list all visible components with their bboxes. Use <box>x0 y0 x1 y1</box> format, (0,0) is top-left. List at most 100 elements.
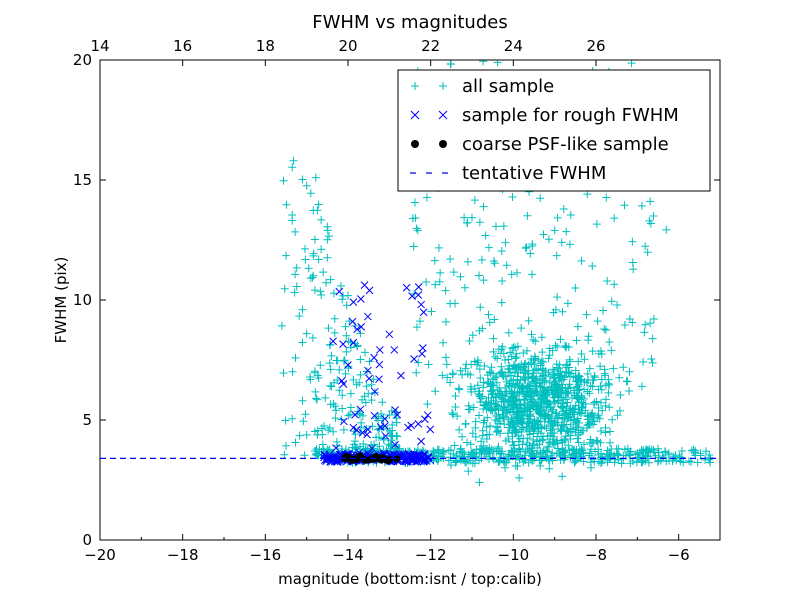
point-all-sample <box>325 445 334 454</box>
point-all-sample <box>610 280 619 289</box>
point-all-sample <box>479 418 488 427</box>
point-all-sample <box>648 358 657 367</box>
point-all-sample <box>442 360 451 369</box>
point-all-sample <box>496 449 505 458</box>
point-all-sample <box>367 396 376 405</box>
point-all-sample <box>510 446 519 455</box>
point-rough-fwhm <box>370 353 378 362</box>
point-all-sample <box>577 426 586 435</box>
point-all-sample <box>564 441 573 450</box>
point-all-sample <box>558 420 567 429</box>
point-all-sample <box>613 411 622 420</box>
point-all-sample <box>646 219 655 228</box>
point-all-sample <box>520 375 529 384</box>
point-all-sample <box>279 368 288 377</box>
point-all-sample <box>524 316 533 325</box>
point-all-sample <box>279 176 288 185</box>
legend-marker-circle <box>439 140 447 148</box>
point-all-sample <box>495 457 504 466</box>
point-all-sample <box>356 355 365 364</box>
point-psf-like <box>386 455 394 463</box>
x-tick-label: −14 <box>332 546 364 564</box>
point-all-sample <box>648 334 657 343</box>
point-all-sample <box>546 372 555 381</box>
point-all-sample <box>633 449 642 458</box>
point-all-sample <box>330 314 339 323</box>
legend-marker-x <box>410 110 420 120</box>
point-all-sample <box>527 330 536 339</box>
point-rough-fwhm <box>408 292 416 301</box>
point-all-sample <box>446 60 455 68</box>
point-all-sample <box>531 337 540 346</box>
point-all-sample <box>565 357 574 366</box>
point-all-sample <box>377 410 386 418</box>
point-all-sample <box>519 414 528 423</box>
point-all-sample <box>607 297 616 306</box>
point-all-sample <box>572 423 581 432</box>
point-all-sample <box>643 248 652 257</box>
point-all-sample <box>282 200 291 209</box>
point-all-sample <box>477 394 486 403</box>
point-all-sample <box>526 388 535 397</box>
point-all-sample <box>431 280 440 289</box>
point-all-sample <box>298 305 307 314</box>
point-all-sample <box>570 391 579 400</box>
legend-label: tentative FWHM <box>462 163 606 184</box>
point-rough-fwhm <box>351 410 359 419</box>
point-all-sample <box>372 414 381 423</box>
point-all-sample <box>685 457 693 466</box>
point-all-sample <box>576 409 585 418</box>
point-rough-fwhm <box>390 346 399 354</box>
point-all-sample <box>456 366 465 375</box>
point-all-sample <box>339 356 348 365</box>
point-all-sample <box>598 455 607 464</box>
point-all-sample <box>456 447 465 456</box>
point-all-sample <box>595 414 604 423</box>
point-all-sample <box>584 420 593 429</box>
point-all-sample <box>291 438 300 447</box>
point-all-sample <box>598 406 607 415</box>
point-all-sample <box>473 381 482 390</box>
point-all-sample <box>665 456 674 465</box>
point-rough-fwhm <box>368 444 376 453</box>
point-all-sample <box>511 427 520 436</box>
point-all-sample <box>504 405 513 414</box>
point-all-sample <box>451 458 460 467</box>
point-all-sample <box>601 326 610 334</box>
point-all-sample <box>314 255 323 264</box>
point-all-sample <box>313 395 321 404</box>
point-all-sample <box>654 456 663 465</box>
x-tick-label: −20 <box>84 546 116 564</box>
point-all-sample <box>424 360 433 369</box>
point-all-sample <box>499 395 508 404</box>
point-all-sample <box>530 352 539 361</box>
point-all-sample <box>613 450 622 459</box>
point-all-sample <box>628 258 637 267</box>
point-all-sample <box>649 212 658 220</box>
point-all-sample <box>585 438 594 447</box>
point-rough-fwhm <box>344 361 352 369</box>
point-all-sample <box>460 452 469 461</box>
point-all-sample <box>543 447 552 456</box>
point-all-sample <box>341 322 350 331</box>
point-all-sample <box>571 373 580 382</box>
point-all-sample <box>465 337 474 346</box>
point-all-sample <box>460 283 469 292</box>
point-rough-fwhm <box>349 298 358 307</box>
point-all-sample <box>547 386 556 395</box>
point-all-sample <box>569 372 578 381</box>
point-all-sample <box>479 276 488 285</box>
point-all-sample <box>461 364 470 373</box>
point-all-sample <box>496 429 505 438</box>
point-all-sample <box>464 401 473 410</box>
point-all-sample <box>479 404 488 413</box>
point-all-sample <box>338 391 347 400</box>
point-all-sample <box>559 447 568 456</box>
point-all-sample <box>637 382 646 391</box>
point-all-sample <box>356 370 365 379</box>
point-all-sample <box>329 399 338 408</box>
point-all-sample <box>317 245 326 254</box>
point-all-sample <box>466 440 475 449</box>
point-all-sample <box>517 428 526 436</box>
point-all-sample <box>545 464 554 473</box>
